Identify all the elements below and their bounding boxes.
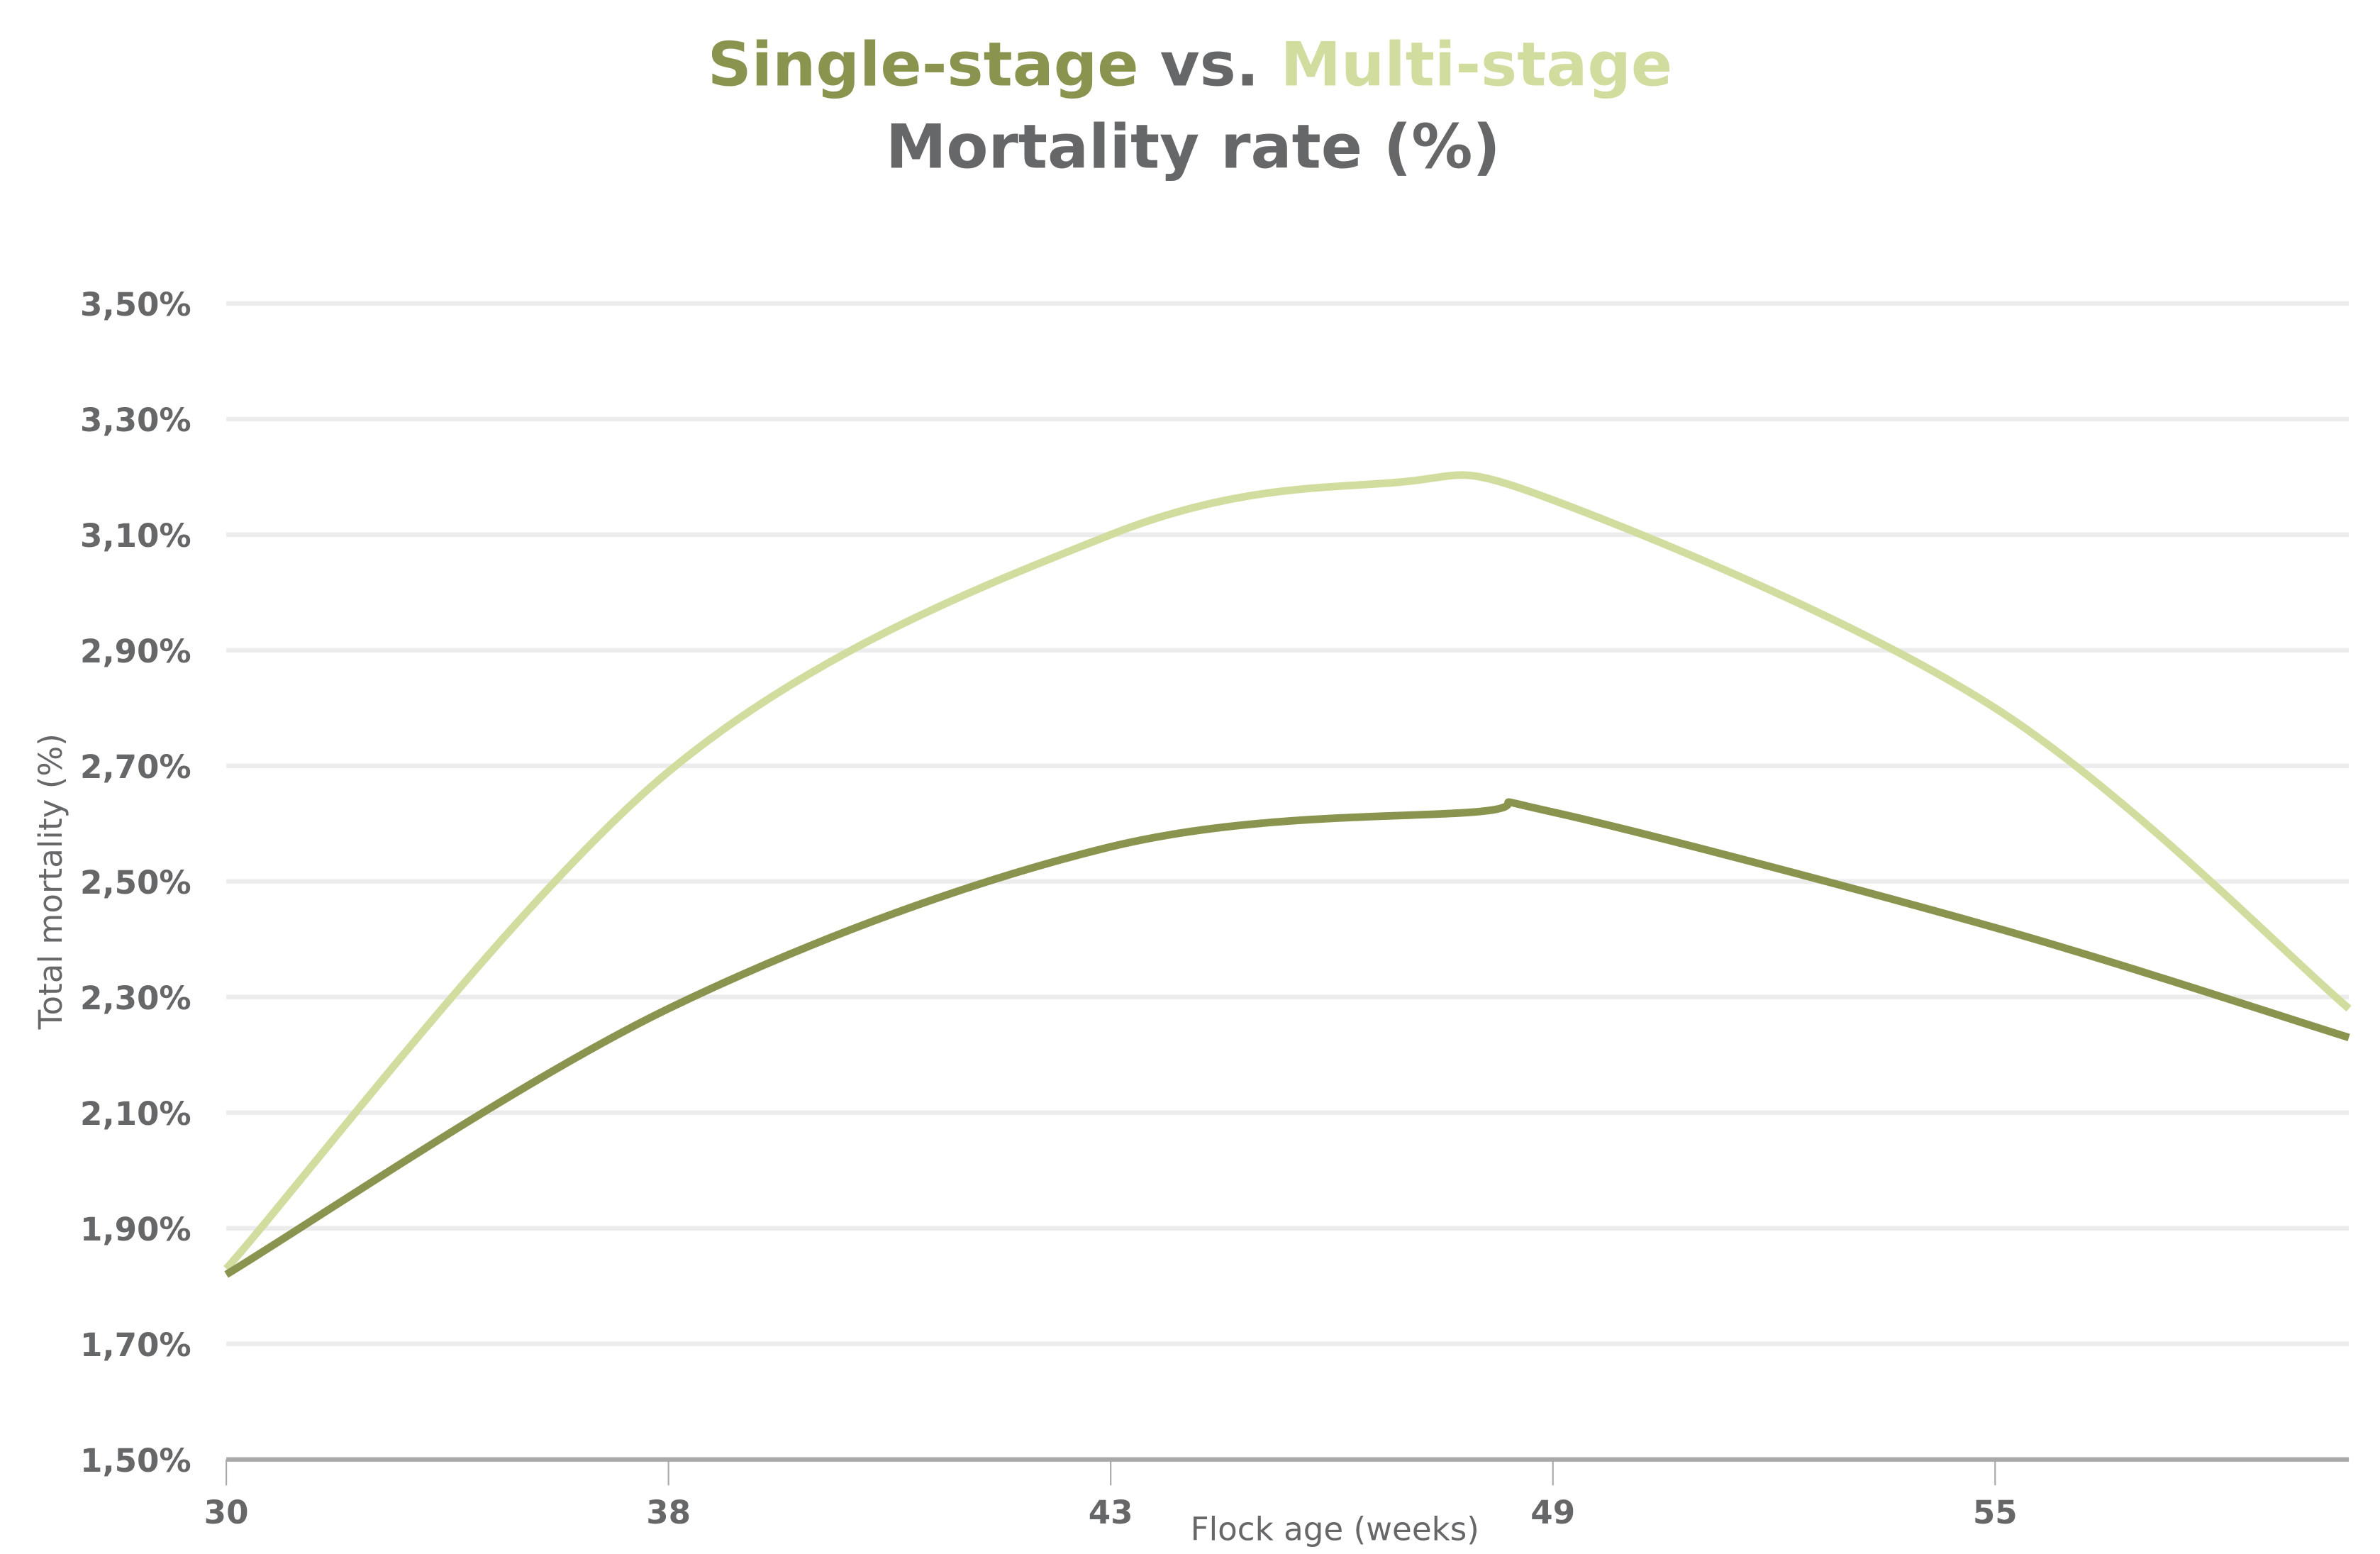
chart-subtitle: Mortality rate (%) (886, 112, 1501, 183)
y-tick-label: 2,10% (80, 1095, 191, 1133)
y-tick-label: 2,70% (80, 748, 191, 786)
chart-title: Single-stage vs. Multi-stage (708, 29, 1673, 100)
y-tick-label: 1,90% (80, 1211, 191, 1248)
series-line-single-stage (224, 798, 2350, 1278)
y-tick-label: 2,90% (80, 633, 191, 670)
x-axis-label: Flock age (weeks) (1191, 1511, 1479, 1548)
y-tick-label: 1,70% (80, 1326, 191, 1364)
y-tick-label: 3,50% (80, 286, 191, 323)
series-line-multi-stage (223, 471, 2352, 1272)
gridlines (226, 301, 2350, 1346)
title-single-stage: Single-stage (708, 29, 1139, 100)
y-tick-label: 1,50% (80, 1442, 191, 1480)
y-axis-ticks: 1,50% 1,70% 1,90% 2,10% 2,30% 2,50% 2,70% 2,90%… (80, 286, 191, 1480)
title-multi-stage: Multi-stage (1280, 29, 1672, 100)
y-tick-label: 2,30% (80, 979, 191, 1017)
title-vs: vs. (1160, 29, 1259, 100)
y-axis-label: Total mortality (%) (32, 733, 69, 1030)
series-lines (223, 471, 2352, 1278)
y-tick-label: 2,50% (80, 864, 191, 901)
x-tick-label: 30 (204, 1494, 249, 1531)
x-tick-label: 55 (1973, 1494, 2018, 1531)
y-tick-label: 3,30% (80, 401, 191, 439)
x-axis: 30 38 43 49 55 (204, 1457, 2350, 1531)
y-tick-label: 3,10% (80, 517, 191, 555)
x-tick-label: 38 (646, 1494, 691, 1531)
x-tick-label: 43 (1089, 1494, 1133, 1531)
x-tick-label: 49 (1530, 1494, 1575, 1531)
